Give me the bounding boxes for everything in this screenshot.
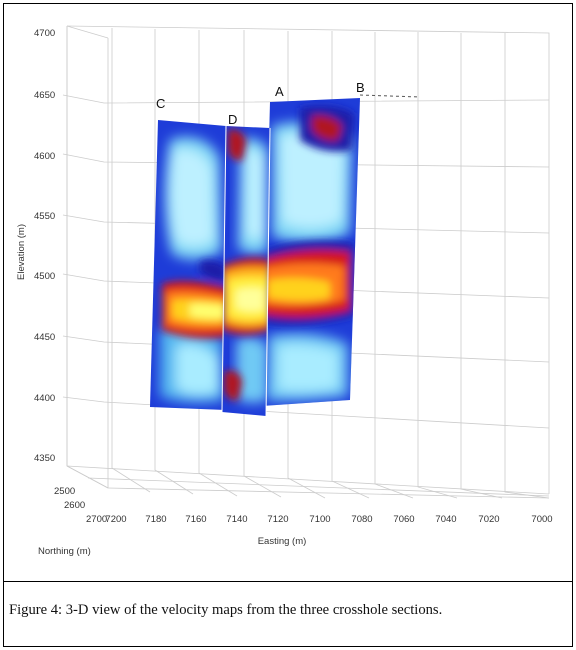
caption-separator [3,581,573,582]
z-tick: 4550 [34,211,55,222]
z-tick: 4650 [34,90,55,101]
z-tick: 4450 [34,332,55,343]
x-tick: 7200 [105,514,126,525]
y-tick: 2600 [64,500,85,511]
x-tick: 7020 [478,514,499,525]
section-label-b: B [356,80,365,95]
x-tick: 7140 [226,514,247,525]
x-axis-ticks: 7200 7180 7160 7140 7120 7100 7080 7060 … [105,514,552,525]
z-axis-label: Elevation (m) [16,224,27,280]
z-tick: 4400 [34,393,55,404]
x-tick: 7100 [309,514,330,525]
y-tick: 2700 [86,514,107,525]
y-axis-label: Northing (m) [38,546,91,557]
z-tick: 4700 [34,28,55,39]
axes-box [62,25,550,499]
section-b-trace [359,94,421,98]
y-tick: 2500 [54,486,75,497]
x-tick: 7180 [145,514,166,525]
section-ab-plane [262,98,360,406]
y-axis-ticks: 2500 2600 2700 [54,486,107,525]
x-tick: 7160 [185,514,206,525]
section-label-a: A [275,84,284,99]
section-d-plane [221,125,271,417]
x-tick: 7060 [393,514,414,525]
x-tick: 7040 [435,514,456,525]
figure-caption: Figure 4: 3-D view of the velocity maps … [9,602,443,618]
velocity-3d-figure: C D A B 4700 4650 4600 4550 4500 4450 44… [16,25,553,557]
section-label-d: D [228,112,237,127]
x-axis-label: Easting (m) [258,536,307,547]
z-axis-ticks: 4700 4650 4600 4550 4500 4450 4400 4350 [34,28,55,464]
z-tick: 4600 [34,151,55,162]
z-tick: 4500 [34,271,55,282]
z-tick: 4350 [34,453,55,464]
x-tick: 7120 [267,514,288,525]
x-tick: 7000 [531,514,552,525]
section-label-c: C [156,96,165,111]
x-tick: 7080 [351,514,372,525]
section-c-plane [150,120,226,410]
